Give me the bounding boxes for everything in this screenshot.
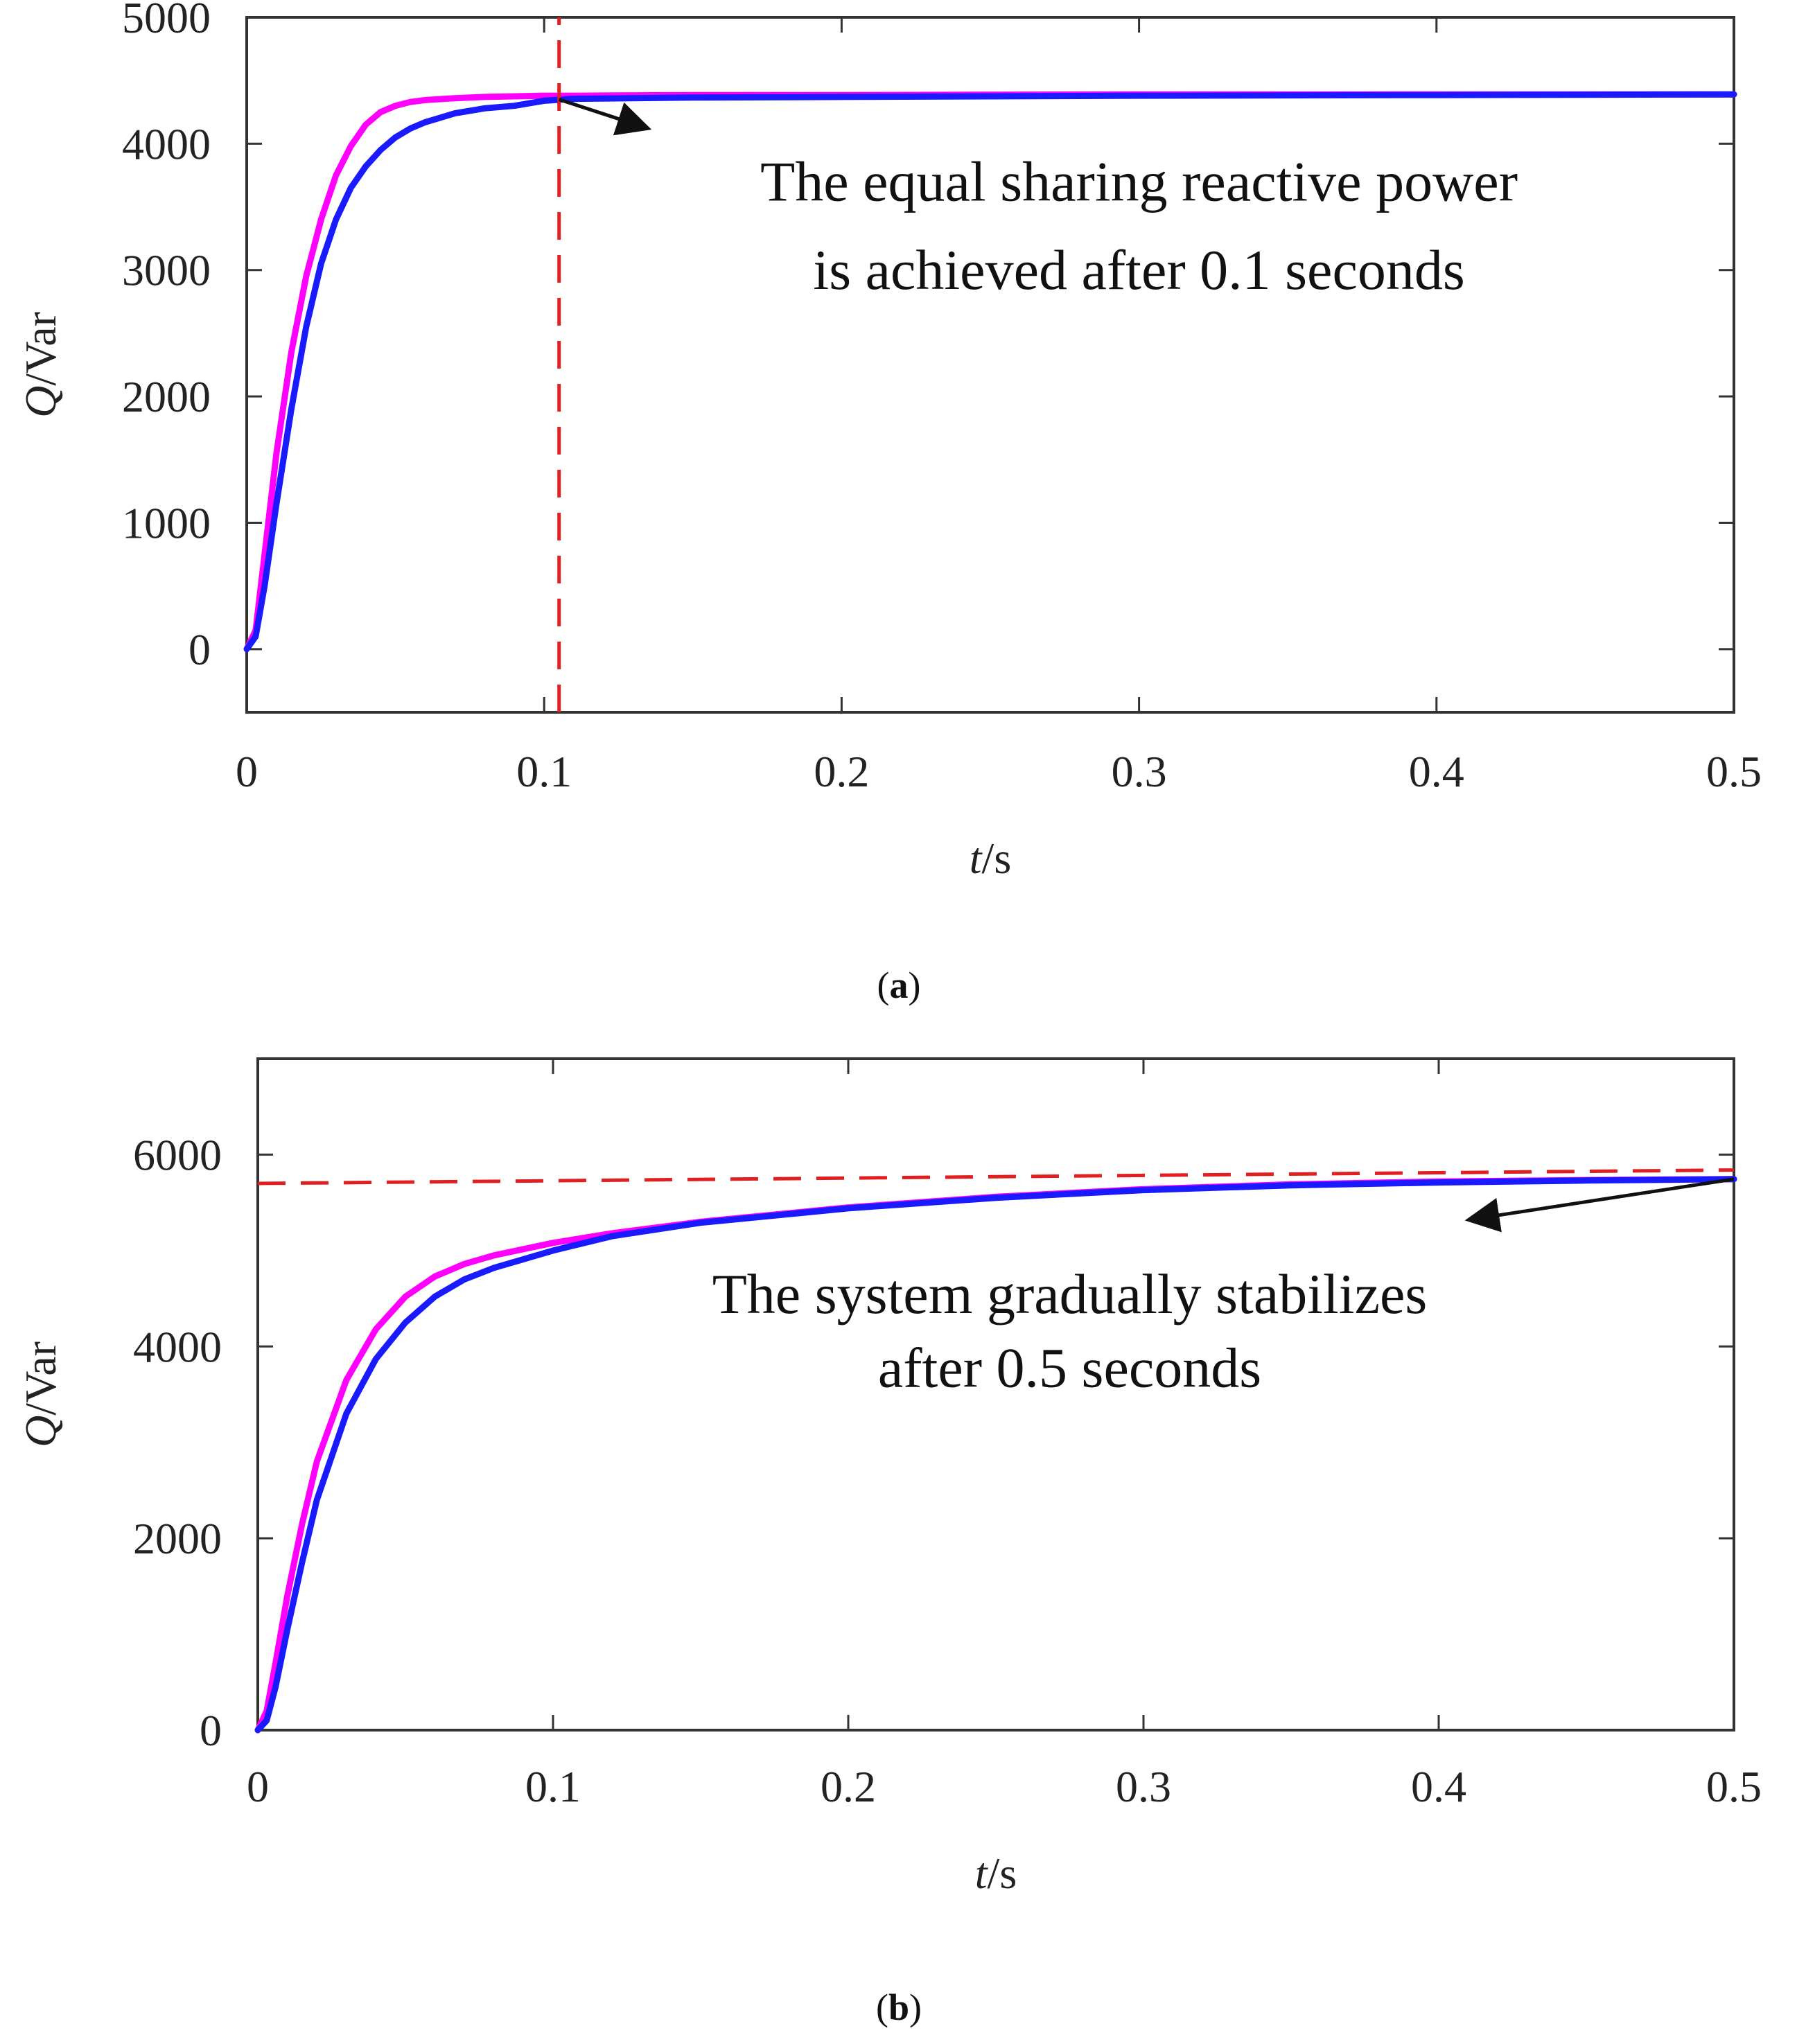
series-line-reference <box>257 1168 1735 1186</box>
annotation-text: The equal sharing reactive power <box>760 150 1518 213</box>
x-tick-label: 0.3 <box>1116 1762 1171 1811</box>
x-tick-label: 0.5 <box>1706 1762 1762 1811</box>
x-tick-label: 0.1 <box>516 747 572 796</box>
y-tick-label: 2000 <box>133 1514 222 1563</box>
x-tick-label: 0.1 <box>525 1762 581 1811</box>
y-tick-label: 0 <box>200 1706 222 1755</box>
y-tick-label: 5000 <box>122 0 211 42</box>
x-tick-label: 0.4 <box>1411 1762 1466 1811</box>
y-tick-label: 4000 <box>133 1322 222 1371</box>
x-tick-label: 0.2 <box>821 1762 876 1811</box>
y-axis-title: Q/Var <box>16 1341 65 1447</box>
annotation-arrow <box>558 98 652 136</box>
x-axis-title: t/s <box>975 1849 1017 1898</box>
annotation-text: after 0.5 seconds <box>878 1336 1261 1399</box>
x-tick-label: 0 <box>236 747 258 796</box>
x-tick-label: 0.2 <box>814 747 869 796</box>
y-tick-label: 1000 <box>122 498 211 547</box>
series-line-q2 <box>243 91 1737 653</box>
caption-b: (b) <box>876 1986 922 2028</box>
x-tick-label: 0.5 <box>1706 747 1762 796</box>
annotation-text: is achieved after 0.1 seconds <box>813 238 1464 301</box>
y-tick-label: 0 <box>189 625 211 674</box>
series-line-q2 <box>254 1176 1737 1734</box>
panel-b: 0 0.1 0.2 0.3 0.4 0.5 0 2000 4000 6000 t/s Q/Var The… <box>16 1057 1762 1898</box>
x-tick-label: 0.3 <box>1112 747 1167 796</box>
x-tick-label: 0.4 <box>1409 747 1464 796</box>
y-tick-label: 6000 <box>133 1130 222 1179</box>
caption-a: (a) <box>877 964 921 1006</box>
panel-a: 0 0.1 0.2 0.3 0.4 0.5 0 1000 2000 3000 4000 5000 t/s… <box>16 0 1762 883</box>
annotation-arrow <box>1464 1177 1735 1233</box>
y-axis-title: Q/Var <box>16 312 65 418</box>
plot-frame <box>245 16 1735 714</box>
y-tick-label: 3000 <box>122 246 211 295</box>
y-tick-label: 2000 <box>122 372 211 421</box>
x-axis-title: t/s <box>970 834 1011 883</box>
annotation-text: The system gradually stabilizes <box>712 1262 1428 1325</box>
y-tick-label: 4000 <box>122 119 211 168</box>
x-tick-label: 0 <box>247 1762 269 1811</box>
plot-frame <box>256 1057 1735 1732</box>
